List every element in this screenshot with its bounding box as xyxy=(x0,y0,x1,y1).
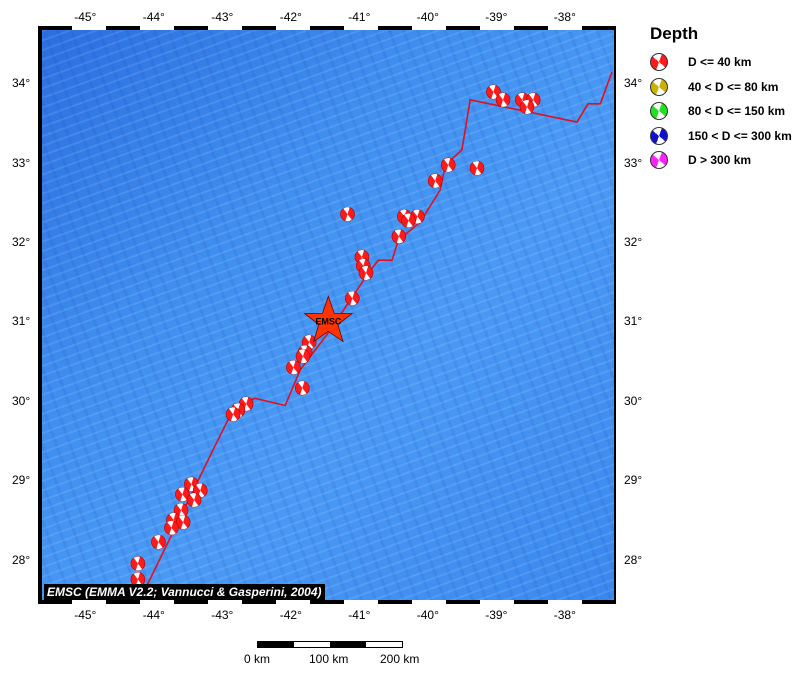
earthquake-beachball[interactable] xyxy=(401,213,416,228)
earthquake-beachball[interactable] xyxy=(519,99,535,115)
lon-tick-label: -45° xyxy=(74,608,97,622)
lat-tick-label: 32° xyxy=(624,234,643,249)
legend-label: D <= 40 km xyxy=(688,55,752,70)
earthquake-beachball[interactable] xyxy=(340,206,355,222)
earthquake-beachball[interactable] xyxy=(486,84,501,100)
lat-tick-label: 31° xyxy=(12,314,31,329)
scale-label-100: 100 km xyxy=(309,652,349,666)
lon-tick-label: -43° xyxy=(211,608,234,622)
earthquake-beachball[interactable] xyxy=(286,360,301,375)
lat-tick-label: 29° xyxy=(12,473,31,488)
earthquake-beachball[interactable] xyxy=(186,492,202,508)
beachball-icon xyxy=(650,53,668,72)
earthquake-beachball[interactable] xyxy=(358,265,374,281)
legend-label: 80 < D <= 150 km xyxy=(688,104,786,119)
legend-label: D > 300 km xyxy=(688,153,752,168)
legend-item: 150 < D <= 300 km xyxy=(648,124,792,149)
legend-item: 40 < D <= 80 km xyxy=(648,75,792,100)
lat-tick-label: 33° xyxy=(624,155,643,170)
legend-item: D > 300 km xyxy=(648,148,792,173)
lon-tick-label: -44° xyxy=(142,10,165,24)
epicenter-label: EMSC xyxy=(315,316,342,326)
lat-tick-label: 31° xyxy=(624,314,643,329)
legend-title: Depth xyxy=(650,24,699,43)
earthquake-beachball[interactable] xyxy=(427,173,443,189)
earthquake-beachball[interactable] xyxy=(225,406,241,422)
earthquake-beachball[interactable] xyxy=(469,160,485,176)
beachball-icon xyxy=(650,126,668,145)
earthquake-beachball[interactable] xyxy=(440,157,456,173)
earthquake-beachball[interactable] xyxy=(391,229,407,244)
lon-tick-label: -42° xyxy=(279,10,302,24)
lon-tick-label: -40° xyxy=(416,608,439,622)
epicenter-star-icon[interactable] xyxy=(303,295,354,343)
beachball-icon xyxy=(650,151,668,170)
lon-tick-label: -42° xyxy=(279,608,302,622)
lat-tick-label: 32° xyxy=(12,234,31,249)
lon-tick-label: -45° xyxy=(74,10,97,24)
lat-tick-label: 29° xyxy=(624,473,643,488)
beachball-icon xyxy=(650,102,668,121)
earthquake-beachball[interactable] xyxy=(164,520,179,536)
earthquake-beachball[interactable] xyxy=(495,92,511,108)
earthquake-beachball[interactable] xyxy=(130,556,146,571)
lon-tick-label: -43° xyxy=(211,10,234,24)
lon-tick-label: -41° xyxy=(348,10,371,24)
lon-tick-label: -39° xyxy=(485,608,508,622)
legend-label: 40 < D <= 80 km xyxy=(688,79,779,94)
scale-bar xyxy=(257,641,403,648)
map-caption: EMSC (EMMA V2.2; Vannucci & Gasperini, 2… xyxy=(44,584,325,600)
lon-tick-label: -38° xyxy=(553,608,576,622)
lat-tick-label: 34° xyxy=(624,76,643,91)
beachball-icon xyxy=(650,77,668,96)
scale-label-0: 0 km xyxy=(244,652,271,666)
lon-tick-label: -41° xyxy=(348,608,371,622)
lat-tick-label: 33° xyxy=(12,155,31,170)
lat-tick-label: 28° xyxy=(624,552,643,567)
legend-item: 80 < D <= 150 km xyxy=(648,99,792,124)
scale-label-200: 200 km xyxy=(380,652,420,666)
lat-tick-label: 30° xyxy=(624,393,643,408)
lat-tick-label: 30° xyxy=(12,393,31,408)
lon-tick-label: -38° xyxy=(553,10,576,24)
earthquake-beachball[interactable] xyxy=(295,380,310,396)
lon-tick-label: -39° xyxy=(485,10,508,24)
earthquake-beachball[interactable] xyxy=(151,534,166,550)
lat-tick-label: 34° xyxy=(12,76,31,91)
lat-tick-label: 28° xyxy=(12,552,31,567)
lon-tick-label: -44° xyxy=(142,608,165,622)
earthquake-beachball[interactable] xyxy=(295,348,311,364)
depth-legend: Depth D <= 40 km 40 < D <= 80 km 80 < D <=… xyxy=(648,24,792,173)
lon-tick-label: -40° xyxy=(416,10,439,24)
plate-boundary xyxy=(139,71,613,600)
legend-label: 150 < D <= 300 km xyxy=(688,128,792,143)
earthquake-beachball[interactable] xyxy=(345,291,360,306)
legend-item: D <= 40 km xyxy=(648,50,792,75)
